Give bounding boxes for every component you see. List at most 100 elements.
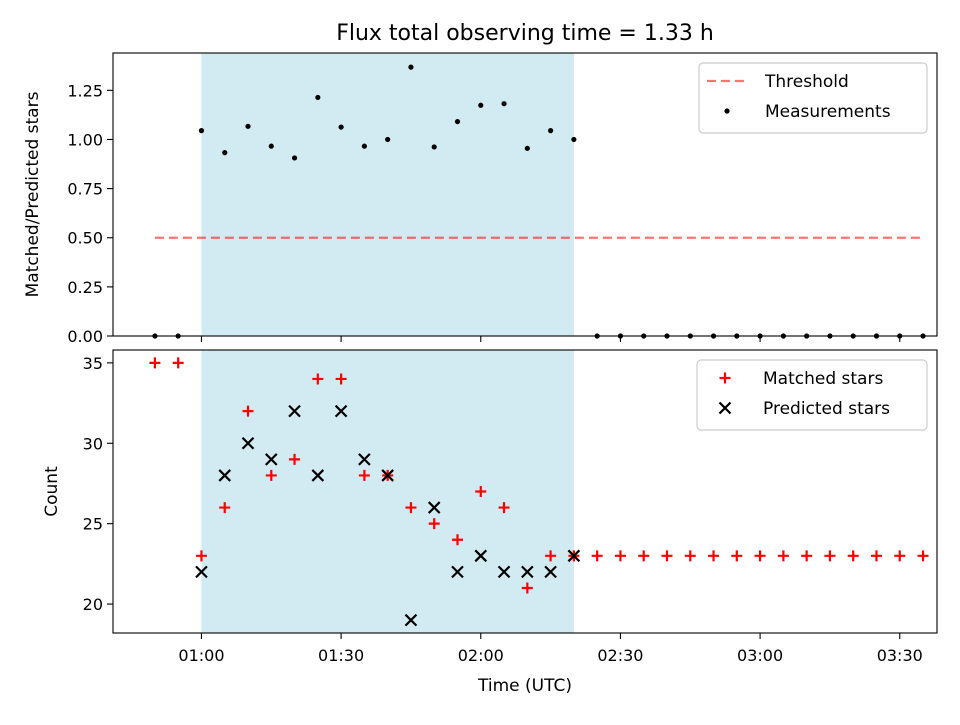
measurements-marker	[548, 128, 554, 134]
predicted-stars-marker	[497, 565, 511, 579]
plot-frame	[112, 349, 938, 634]
measurements-marker	[454, 118, 461, 125]
y-tick-label: 0.25	[67, 278, 103, 297]
matched-stars-marker	[405, 502, 417, 514]
predicted-stars-marker	[358, 453, 371, 466]
measurements-marker	[524, 145, 530, 151]
y-tick-label: 1.25	[67, 81, 103, 100]
matched-stars-marker	[172, 357, 184, 369]
x-tick-label: 01:00	[178, 646, 224, 665]
legend-label: Threshold	[764, 72, 849, 92]
predicted-stars-marker	[521, 565, 534, 579]
matched-stars-marker	[219, 502, 231, 514]
predicted-stars-marker	[195, 565, 208, 579]
matched-stars-marker	[451, 534, 463, 546]
measurements-marker	[408, 64, 414, 70]
predicted-stars-marker	[544, 565, 557, 579]
measurements-marker	[315, 94, 321, 101]
measurements-marker	[431, 144, 437, 150]
predicted-stars-marker	[265, 453, 278, 466]
legend-measurements-swatch	[724, 108, 730, 114]
measurements-marker	[478, 102, 484, 108]
measurements-marker	[501, 101, 507, 107]
y-tick-label: 1.00	[67, 130, 103, 149]
measurements-marker	[338, 124, 344, 130]
legend-label: Measurements	[765, 102, 891, 122]
predicted-stars-marker	[311, 469, 325, 482]
measurements-marker	[571, 136, 577, 143]
y-tick-label: 25	[83, 515, 103, 534]
predicted-stars-marker	[381, 469, 394, 482]
legend-label: Matched stars	[763, 369, 883, 389]
observing-span-shade	[201, 53, 574, 336]
x-tick-label: 03:00	[737, 646, 783, 665]
matched-stars-marker	[894, 550, 906, 562]
ratio-panel: 0.00 0.25 0.50 0.75 1.00 1.25 Matched/Predicte…	[23, 52, 938, 346]
matched-stars-marker	[591, 550, 603, 562]
measurements-marker	[385, 136, 391, 143]
y-axis-label: Count	[42, 466, 62, 517]
matched-stars-marker	[661, 550, 673, 562]
y-tick-label: 0.50	[67, 229, 103, 248]
legend-box	[698, 62, 928, 134]
matched-stars-marker	[545, 550, 557, 562]
predicted-stars-marker	[218, 469, 232, 482]
matched-stars-marker	[335, 373, 347, 385]
matched-stars-marker	[870, 550, 882, 562]
matched-stars-marker	[917, 550, 929, 562]
matched-stars-marker	[475, 486, 487, 497]
plot-frame	[112, 52, 938, 337]
measurements-marker	[361, 143, 367, 149]
chart-title: Flux total observing time = 1.33 h	[336, 21, 714, 46]
y-tick-label: 0.75	[67, 180, 103, 199]
matched-stars-marker	[708, 550, 720, 562]
legend: Threshold Measurements	[698, 62, 928, 134]
y-tick-label: 30	[83, 434, 103, 453]
predicted-stars-marker	[334, 404, 348, 418]
y-tick-label: 35	[83, 354, 103, 373]
matched-stars-marker	[847, 550, 859, 562]
matched-stars-marker	[731, 550, 743, 562]
measurements-marker	[222, 150, 228, 156]
predicted-stars-marker	[241, 436, 255, 450]
count-panel: 20 25 30 35 01:00 01:30 02:00 02:30 03:00 03:30 Co…	[42, 349, 938, 665]
predicted-stars-marker	[451, 565, 464, 579]
matched-stars-marker	[777, 550, 789, 562]
matched-stars-marker	[824, 550, 836, 562]
x-tick-label: 01:30	[318, 646, 364, 665]
matched-stars-marker	[149, 357, 161, 369]
y-tick-label: 0.00	[67, 327, 103, 346]
matched-stars-marker	[684, 550, 696, 562]
x-tick-label: 02:30	[597, 646, 643, 665]
matched-stars-marker	[312, 373, 324, 385]
matched-stars-marker	[242, 405, 254, 417]
matched-stars-marker	[614, 550, 626, 562]
legend: Matched stars Predicted stars	[696, 359, 928, 431]
measurements-marker	[245, 123, 251, 129]
x-tick-label: 03:30	[877, 646, 923, 665]
legend-predicted-stars-swatch	[718, 401, 732, 415]
predicted-stars-marker	[288, 404, 301, 418]
legend-box	[696, 359, 928, 431]
measurements-marker	[291, 155, 298, 161]
matched-stars-marker	[195, 550, 207, 562]
legend-matched-stars-swatch	[719, 372, 731, 384]
matched-stars-marker	[498, 502, 510, 514]
observing-span-shade	[201, 350, 574, 633]
matched-stars-marker	[358, 469, 370, 481]
measurements-marker	[268, 143, 274, 149]
legend-label: Predicted stars	[763, 399, 890, 419]
y-tick-label: 20	[83, 595, 103, 614]
matched-stars-marker	[801, 550, 813, 562]
predicted-stars-marker	[567, 549, 581, 563]
matched-stars-marker	[754, 550, 766, 562]
matched-stars-marker	[265, 469, 277, 481]
x-axis-label: Time (UTC)	[477, 676, 572, 696]
matched-stars-marker	[289, 453, 301, 465]
x-tick-label: 02:00	[458, 646, 504, 665]
matched-stars-marker	[638, 550, 650, 562]
matched-stars-marker	[521, 582, 533, 594]
predicted-stars-marker	[474, 549, 488, 563]
